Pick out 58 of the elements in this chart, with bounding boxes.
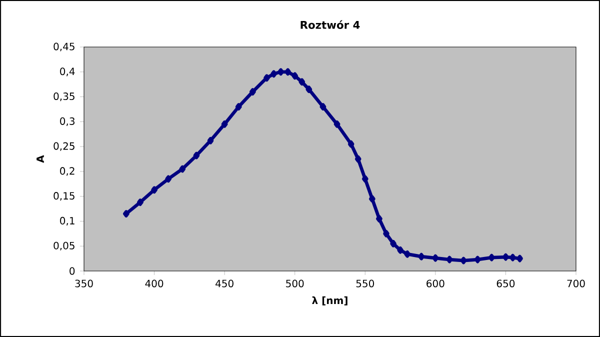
y-tick-label: 0,25 bbox=[54, 142, 74, 151]
y-tick-label: 0,45 bbox=[54, 42, 74, 52]
point bbox=[369, 195, 376, 202]
point bbox=[502, 253, 509, 261]
x-axis-title: λ [nm] bbox=[312, 296, 348, 306]
point bbox=[320, 103, 326, 110]
point bbox=[474, 256, 481, 264]
y-tick-label: 0,2 bbox=[60, 167, 74, 176]
point bbox=[221, 120, 228, 128]
x-tick-label: 650 bbox=[496, 280, 515, 288]
y-tick-label: 0,35 bbox=[54, 92, 74, 102]
y-tick-label: 0,05 bbox=[54, 242, 74, 250]
chart-title: Roztwór 4 bbox=[300, 20, 360, 29]
point bbox=[376, 215, 382, 222]
point bbox=[397, 246, 404, 254]
point bbox=[270, 70, 277, 78]
point bbox=[348, 140, 354, 148]
point bbox=[404, 250, 410, 258]
y-axis-title: A bbox=[36, 155, 44, 163]
y-tick-label: 0,1 bbox=[60, 216, 74, 226]
y-tick-label: 0,3 bbox=[60, 117, 74, 126]
point bbox=[390, 240, 396, 248]
point bbox=[488, 254, 495, 262]
x-tick-label: 450 bbox=[216, 280, 234, 288]
point bbox=[264, 74, 270, 82]
point bbox=[207, 136, 214, 144]
point bbox=[235, 103, 242, 110]
point bbox=[179, 165, 186, 173]
point bbox=[362, 175, 368, 183]
point bbox=[278, 68, 284, 76]
x-tick-label: 600 bbox=[426, 280, 444, 288]
point bbox=[383, 230, 390, 238]
point bbox=[298, 78, 306, 86]
point bbox=[165, 175, 172, 183]
point bbox=[418, 252, 425, 260]
y-tick-label: 0,15 bbox=[54, 192, 74, 201]
y-tick-label: 0,4 bbox=[60, 68, 75, 76]
x-tick-label: 700 bbox=[567, 280, 585, 288]
point bbox=[432, 254, 439, 262]
y-tick-label: 0 bbox=[70, 267, 75, 275]
x-tick-label: 500 bbox=[286, 280, 304, 288]
point bbox=[151, 186, 158, 194]
point bbox=[292, 72, 298, 80]
point bbox=[446, 256, 453, 264]
point bbox=[510, 254, 516, 262]
point bbox=[460, 256, 467, 264]
point bbox=[123, 210, 130, 218]
x-tick-label: 400 bbox=[145, 280, 164, 288]
point bbox=[193, 152, 200, 160]
point bbox=[334, 120, 340, 128]
point bbox=[516, 254, 523, 262]
point bbox=[284, 68, 291, 76]
x-tick-label: 350 bbox=[75, 280, 93, 288]
point bbox=[250, 88, 256, 96]
point bbox=[354, 155, 362, 163]
x-tick-label: 550 bbox=[356, 280, 374, 288]
point bbox=[137, 198, 144, 206]
point bbox=[306, 86, 312, 93]
